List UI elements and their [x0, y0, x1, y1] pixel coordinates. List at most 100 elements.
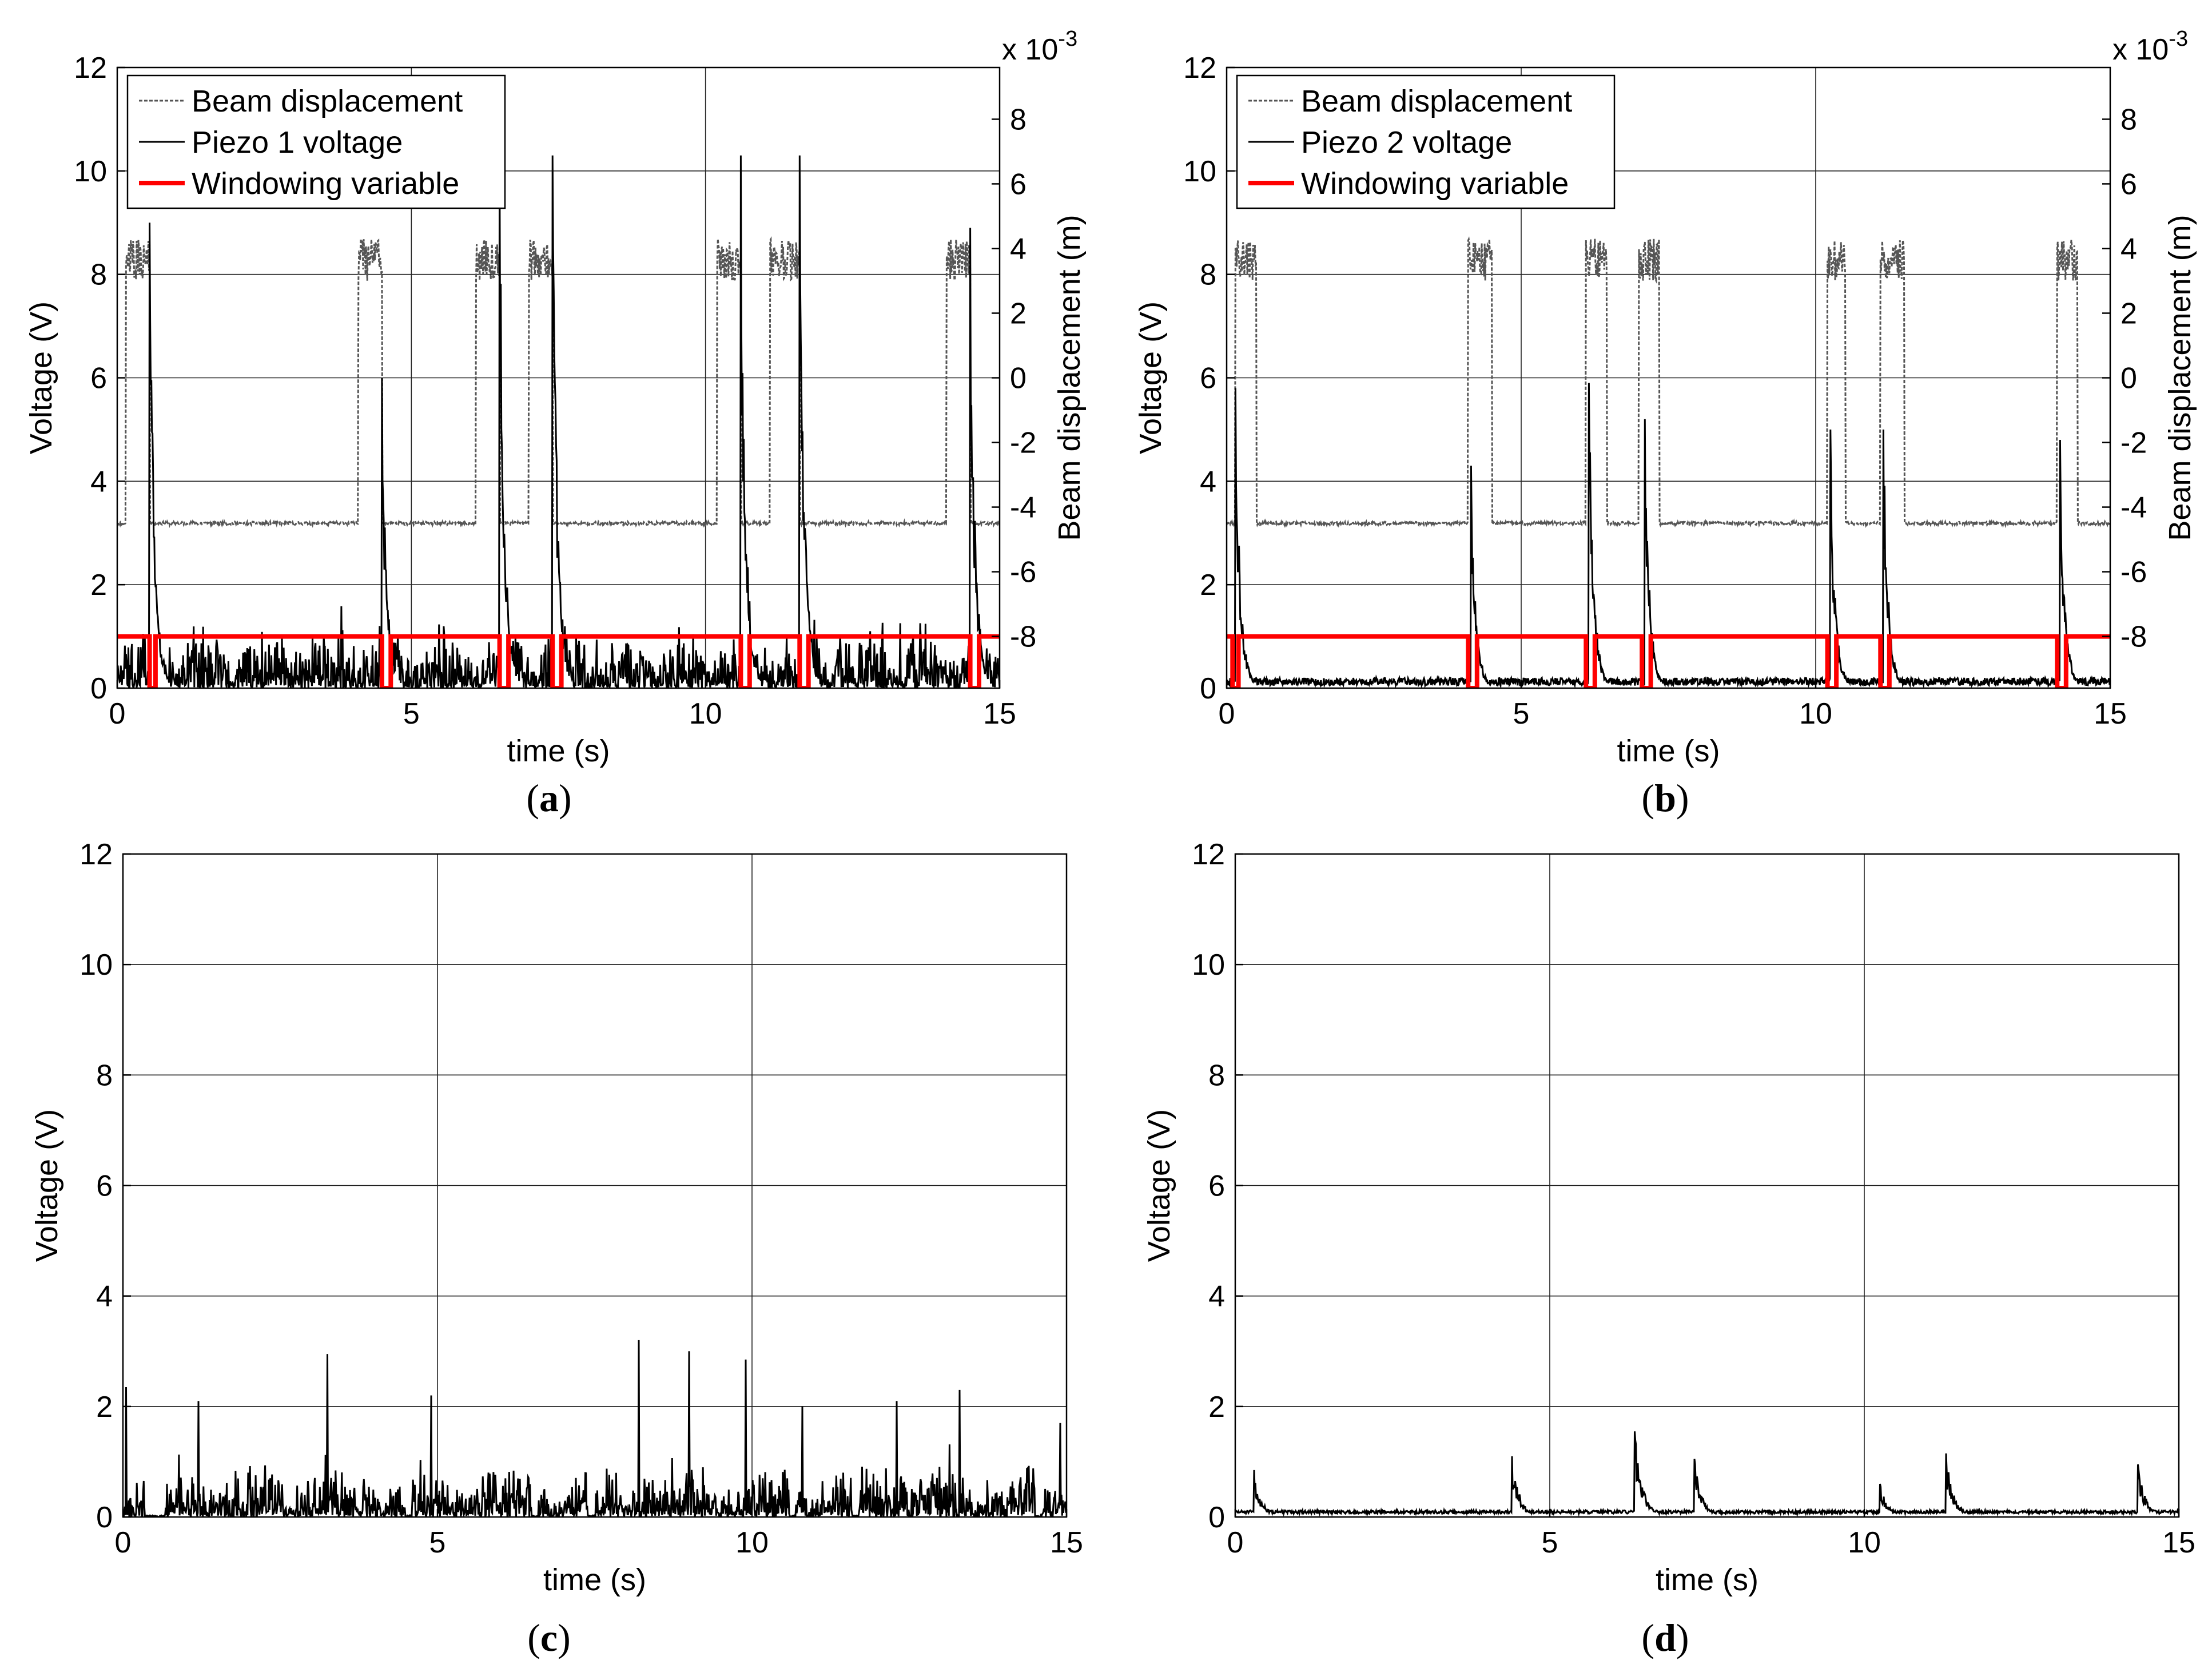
voltage-series	[1235, 1431, 2179, 1517]
y2-tick-label: 0	[1010, 362, 1027, 395]
plot-area	[123, 1340, 1067, 1517]
legend-box	[126, 74, 506, 209]
y-tick-label: 8	[90, 259, 107, 292]
y2-exponent-base: x 10	[2112, 33, 2169, 66]
grid-lines	[1235, 853, 2179, 1518]
y2-tick-label: -6	[2121, 556, 2147, 589]
chart-panel-c: 0 5 10 15 time (s) 0 2 4 6 8 10 12 Voltage (V) (c)	[30, 838, 1083, 1659]
plot-area	[1235, 1431, 2179, 1517]
y2-tick-label: -2	[2121, 427, 2147, 460]
y-tick-label: 8	[1208, 1059, 1225, 1092]
y2-exponent-base: x 10	[1002, 33, 1058, 66]
panel-caption: (b)	[1641, 776, 1689, 820]
y2-axis-label: Beam displacement (m)	[2163, 215, 2197, 541]
y-tick-label: 12	[1183, 51, 1216, 85]
y2-tick-label: 2	[1010, 297, 1027, 330]
x-tick-label: 0	[1219, 697, 1235, 730]
y-axis: 0 2 4 6 8 10 12 Voltage (V)	[1133, 51, 1235, 705]
y2-tick-label: 0	[2121, 362, 2137, 395]
beam-displacement-series	[1227, 236, 2110, 529]
chart-panel-a: -8 -6 -4 -2 0 2 4 6 8 x 10-3 Beam displacement (m)…	[24, 27, 1087, 820]
y-tick-label: 8	[96, 1059, 113, 1092]
x-tick-label: 10	[1848, 1526, 1881, 1559]
x-tick-label: 5	[429, 1526, 446, 1559]
y2-tick-label: -4	[1010, 491, 1036, 525]
panel-caption-letter: b	[1654, 776, 1676, 820]
y2-tick-label: -4	[2121, 491, 2147, 525]
y-axis: 0 2 4 6 8 10 12 Voltage (V)	[30, 838, 131, 1534]
x-axis: 0 5 10 15 time (s)	[1227, 1509, 2195, 1597]
x-tick-label: 10	[689, 697, 722, 730]
x-tick-label: 5	[1513, 697, 1530, 730]
y2-axis-label: Beam displacement (m)	[1052, 215, 1087, 541]
y-tick-label: 0	[96, 1501, 113, 1534]
y2-tick-label: -6	[1010, 556, 1036, 589]
y-axis-label: Voltage (V)	[1133, 301, 1168, 454]
y2-tick-label: -8	[2121, 621, 2147, 654]
piezo-voltage-series	[1227, 383, 2110, 688]
legend-box	[1236, 74, 1616, 209]
y2-tick-label: 4	[2121, 232, 2137, 265]
y2-tick-label: 8	[1010, 103, 1027, 136]
y-tick-label: 0	[1208, 1501, 1225, 1534]
plot-area	[1227, 236, 2110, 688]
right-axis: -8 -6 -4 -2 0 2 4 6 8 x 10-3 Beam displacement (m)	[2102, 27, 2197, 654]
x-axis-label: time (s)	[543, 1563, 646, 1597]
y-tick-label: 6	[1208, 1170, 1225, 1203]
y-tick-label: 12	[79, 838, 113, 871]
x-tick-label: 0	[109, 697, 126, 730]
y2-tick-label: 6	[1010, 168, 1027, 201]
y-tick-label: 6	[96, 1170, 113, 1203]
y2-exponent-power: -3	[2169, 27, 2188, 51]
y-tick-label: 2	[90, 569, 107, 602]
x-axis-label: time (s)	[507, 734, 610, 768]
y-tick-label: 0	[90, 672, 107, 705]
x-tick-label: 15	[983, 697, 1016, 730]
y-tick-label: 4	[1200, 465, 1216, 498]
x-axis: 0 5 10 15 time (s)	[109, 680, 1016, 768]
y-tick-label: 6	[90, 362, 107, 395]
x-axis: 0 5 10 15 time (s)	[1219, 680, 2127, 768]
x-tick-label: 0	[1227, 1526, 1244, 1559]
chart-panel-b: -8 -6 -4 -2 0 2 4 6 8 x 10-3 Beam displacement (m)…	[1133, 27, 2197, 820]
legend-label: Windowing variable	[192, 166, 459, 201]
x-tick-label: 10	[1799, 697, 1832, 730]
y-tick-label: 2	[96, 1391, 113, 1424]
beam-displacement-series	[117, 236, 1000, 529]
y-tick-label: 10	[1192, 948, 1225, 982]
legend-label: Windowing variable	[1301, 166, 1569, 201]
x-tick-label: 15	[2162, 1526, 2195, 1559]
y-tick-label: 0	[1200, 672, 1216, 705]
plot-area	[117, 155, 1000, 688]
y-axis: 0 2 4 6 8 10 12 Voltage (V)	[24, 51, 125, 705]
y-tick-label: 2	[1208, 1391, 1225, 1424]
x-axis-label: time (s)	[1656, 1563, 1759, 1597]
y-tick-label: 2	[1200, 569, 1216, 602]
y-tick-label: 10	[79, 948, 113, 982]
legend: Beam displacement Piezo 2 voltage Windowin…	[1236, 74, 1616, 209]
y-axis-label: Voltage (V)	[30, 1109, 64, 1262]
legend-label: Piezo 2 voltage	[1301, 125, 1512, 160]
panel-caption-letter: d	[1654, 1616, 1676, 1659]
y-axis-label: Voltage (V)	[1142, 1109, 1176, 1262]
x-tick-label: 10	[735, 1526, 769, 1559]
legend-label: Piezo 1 voltage	[192, 125, 403, 160]
x-tick-label: 15	[2094, 697, 2127, 730]
y2-tick-label: 6	[2121, 168, 2137, 201]
y2-tick-label: 2	[2121, 297, 2137, 330]
y-tick-label: 4	[1208, 1280, 1225, 1313]
panel-caption: (a)	[526, 776, 571, 820]
y-axis-label: Voltage (V)	[24, 301, 58, 454]
voltage-series	[123, 1340, 1067, 1517]
y-tick-label: 4	[96, 1280, 113, 1313]
y-tick-label: 8	[1200, 259, 1216, 292]
grid-lines	[122, 853, 1067, 1518]
y2-tick-label: 4	[1010, 232, 1027, 265]
y2-tick-label: -2	[1010, 427, 1036, 460]
x-tick-label: 15	[1050, 1526, 1083, 1559]
y-tick-label: 12	[74, 51, 107, 85]
y-tick-label: 12	[1192, 838, 1225, 871]
x-tick-label: 5	[1542, 1526, 1558, 1559]
y-tick-label: 6	[1200, 362, 1216, 395]
